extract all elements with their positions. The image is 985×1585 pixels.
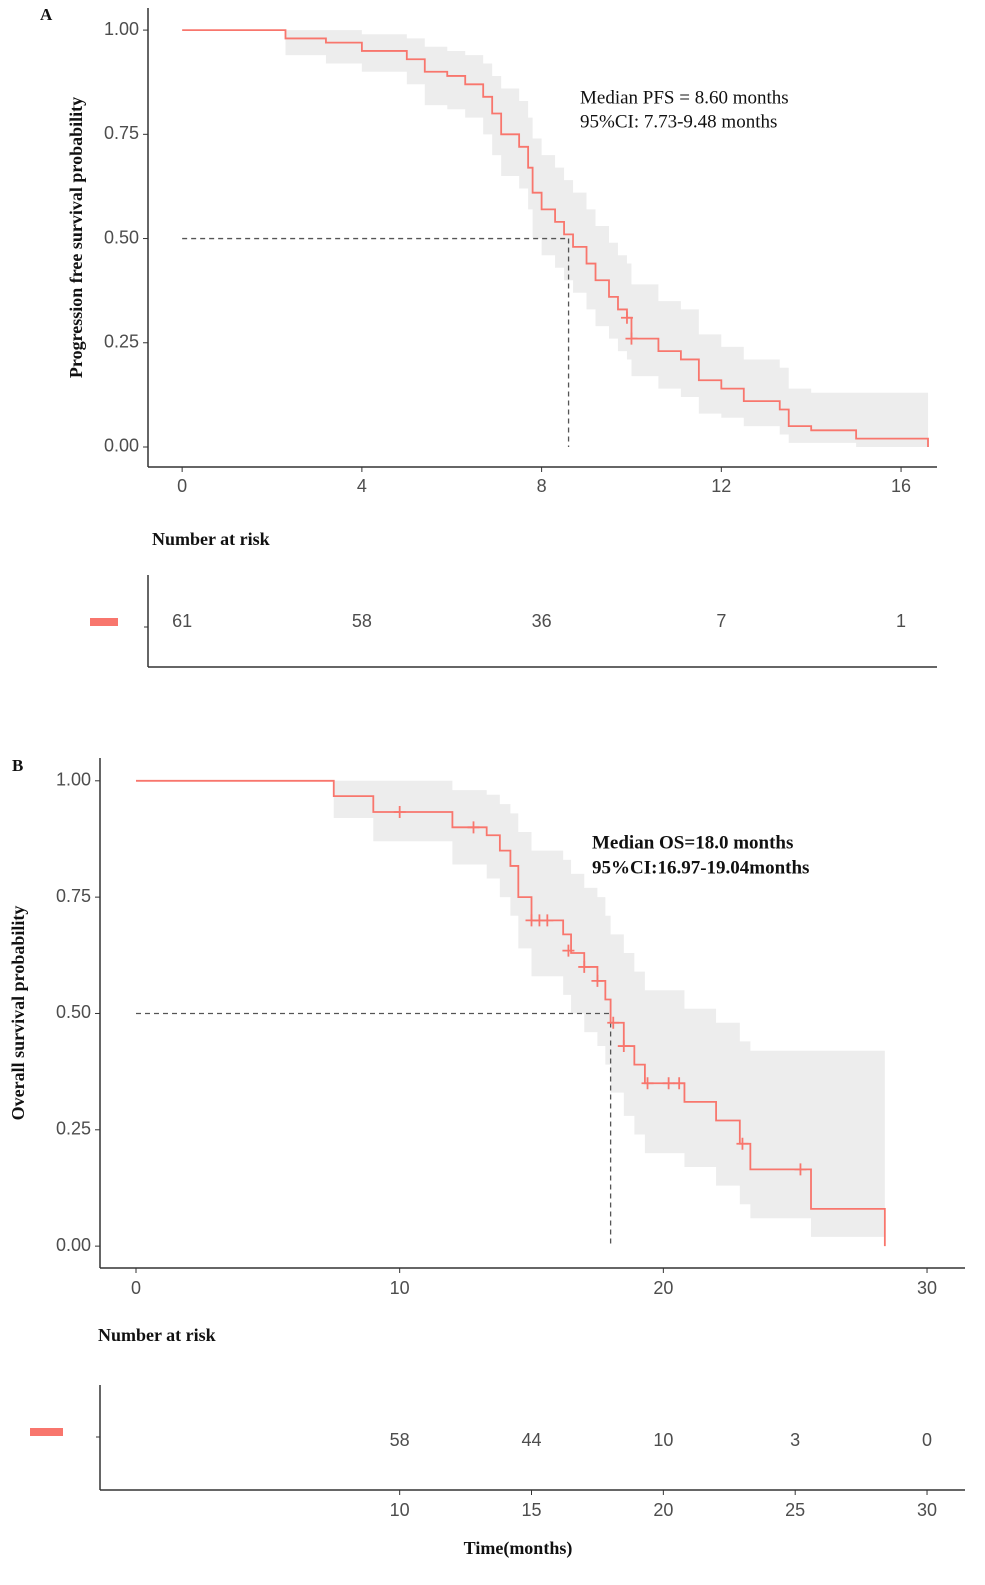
y-tick-label: 0.25: [56, 1119, 91, 1139]
risk-x-tick-label: 30: [917, 1500, 937, 1520]
risk-x-tick-label: 25: [785, 1500, 805, 1520]
survival-curve: [182, 29, 929, 447]
censor-mark: [641, 1077, 654, 1090]
risk-count: 0: [922, 1430, 932, 1450]
y-axis-title: Progression free survival probability: [66, 97, 86, 378]
censor-mark: [794, 1163, 807, 1176]
risk-count: 58: [390, 1430, 410, 1450]
annotation: Median PFS = 8.60 months: [580, 87, 789, 108]
x-tick-label: 0: [177, 476, 187, 496]
annotation: 95%CI: 7.73-9.48 months: [580, 111, 777, 132]
y-tick-label: 0.75: [104, 123, 139, 143]
x-tick-label: 0: [131, 1278, 141, 1298]
panel-label: B: [12, 756, 23, 775]
y-tick-label: 0.25: [104, 332, 139, 352]
x-tick-label: 8: [537, 476, 547, 496]
censor-mark: [562, 944, 575, 957]
x-tick-label: 4: [357, 476, 367, 496]
censor-mark: [736, 1137, 749, 1150]
y-tick-label: 0.00: [104, 436, 139, 456]
y-axis-title: Overall survival probability: [8, 906, 28, 1121]
risk-x-tick-label: 10: [390, 1500, 410, 1520]
x-tick-label: 16: [891, 476, 911, 496]
risk-x-tick-label: 20: [653, 1500, 673, 1520]
risk-count: 3: [790, 1430, 800, 1450]
x-tick-label: 10: [390, 1278, 410, 1298]
x-tick-label: 12: [711, 476, 731, 496]
x-tick-label: 20: [653, 1278, 673, 1298]
censor-mark: [662, 1077, 675, 1090]
risk-count: 7: [716, 611, 726, 631]
y-tick-label: 0.75: [56, 886, 91, 906]
y-tick-label: 0.50: [104, 227, 139, 247]
risk-count: 61: [172, 611, 192, 631]
risk-count: 1: [896, 611, 906, 631]
confidence-band: [135, 780, 885, 1237]
y-tick-label: 1.00: [104, 19, 139, 39]
censor-mark: [541, 914, 554, 927]
annotation: Median OS=18.0 months: [592, 832, 793, 853]
censor-mark: [591, 974, 604, 987]
censor-mark: [620, 311, 633, 324]
censor-mark: [393, 805, 406, 818]
censor-mark: [673, 1077, 686, 1090]
risk-count: 44: [521, 1430, 541, 1450]
risk-table-title: Number at risk: [152, 529, 270, 549]
x-tick-label: 30: [917, 1278, 937, 1298]
censor-mark: [617, 1040, 630, 1053]
censor-mark: [467, 821, 480, 834]
risk-count: 10: [653, 1430, 673, 1450]
survival-curve: [135, 779, 886, 1247]
censor-mark: [607, 1016, 620, 1029]
annotation: 95%CI:16.97-19.04months: [592, 857, 809, 878]
risk-table-title: Number at risk: [98, 1325, 216, 1345]
y-tick-label: 0.00: [56, 1235, 91, 1255]
censor-mark: [625, 332, 638, 345]
risk-x-tick-label: 15: [521, 1500, 541, 1520]
censor-mark: [578, 960, 591, 973]
y-tick-label: 1.00: [56, 770, 91, 790]
x-axis-title: Time(months): [464, 1538, 573, 1559]
y-tick-label: 0.50: [56, 1002, 91, 1022]
risk-count: 58: [352, 611, 372, 631]
risk-count: 36: [532, 611, 552, 631]
panel-label: A: [40, 5, 53, 24]
